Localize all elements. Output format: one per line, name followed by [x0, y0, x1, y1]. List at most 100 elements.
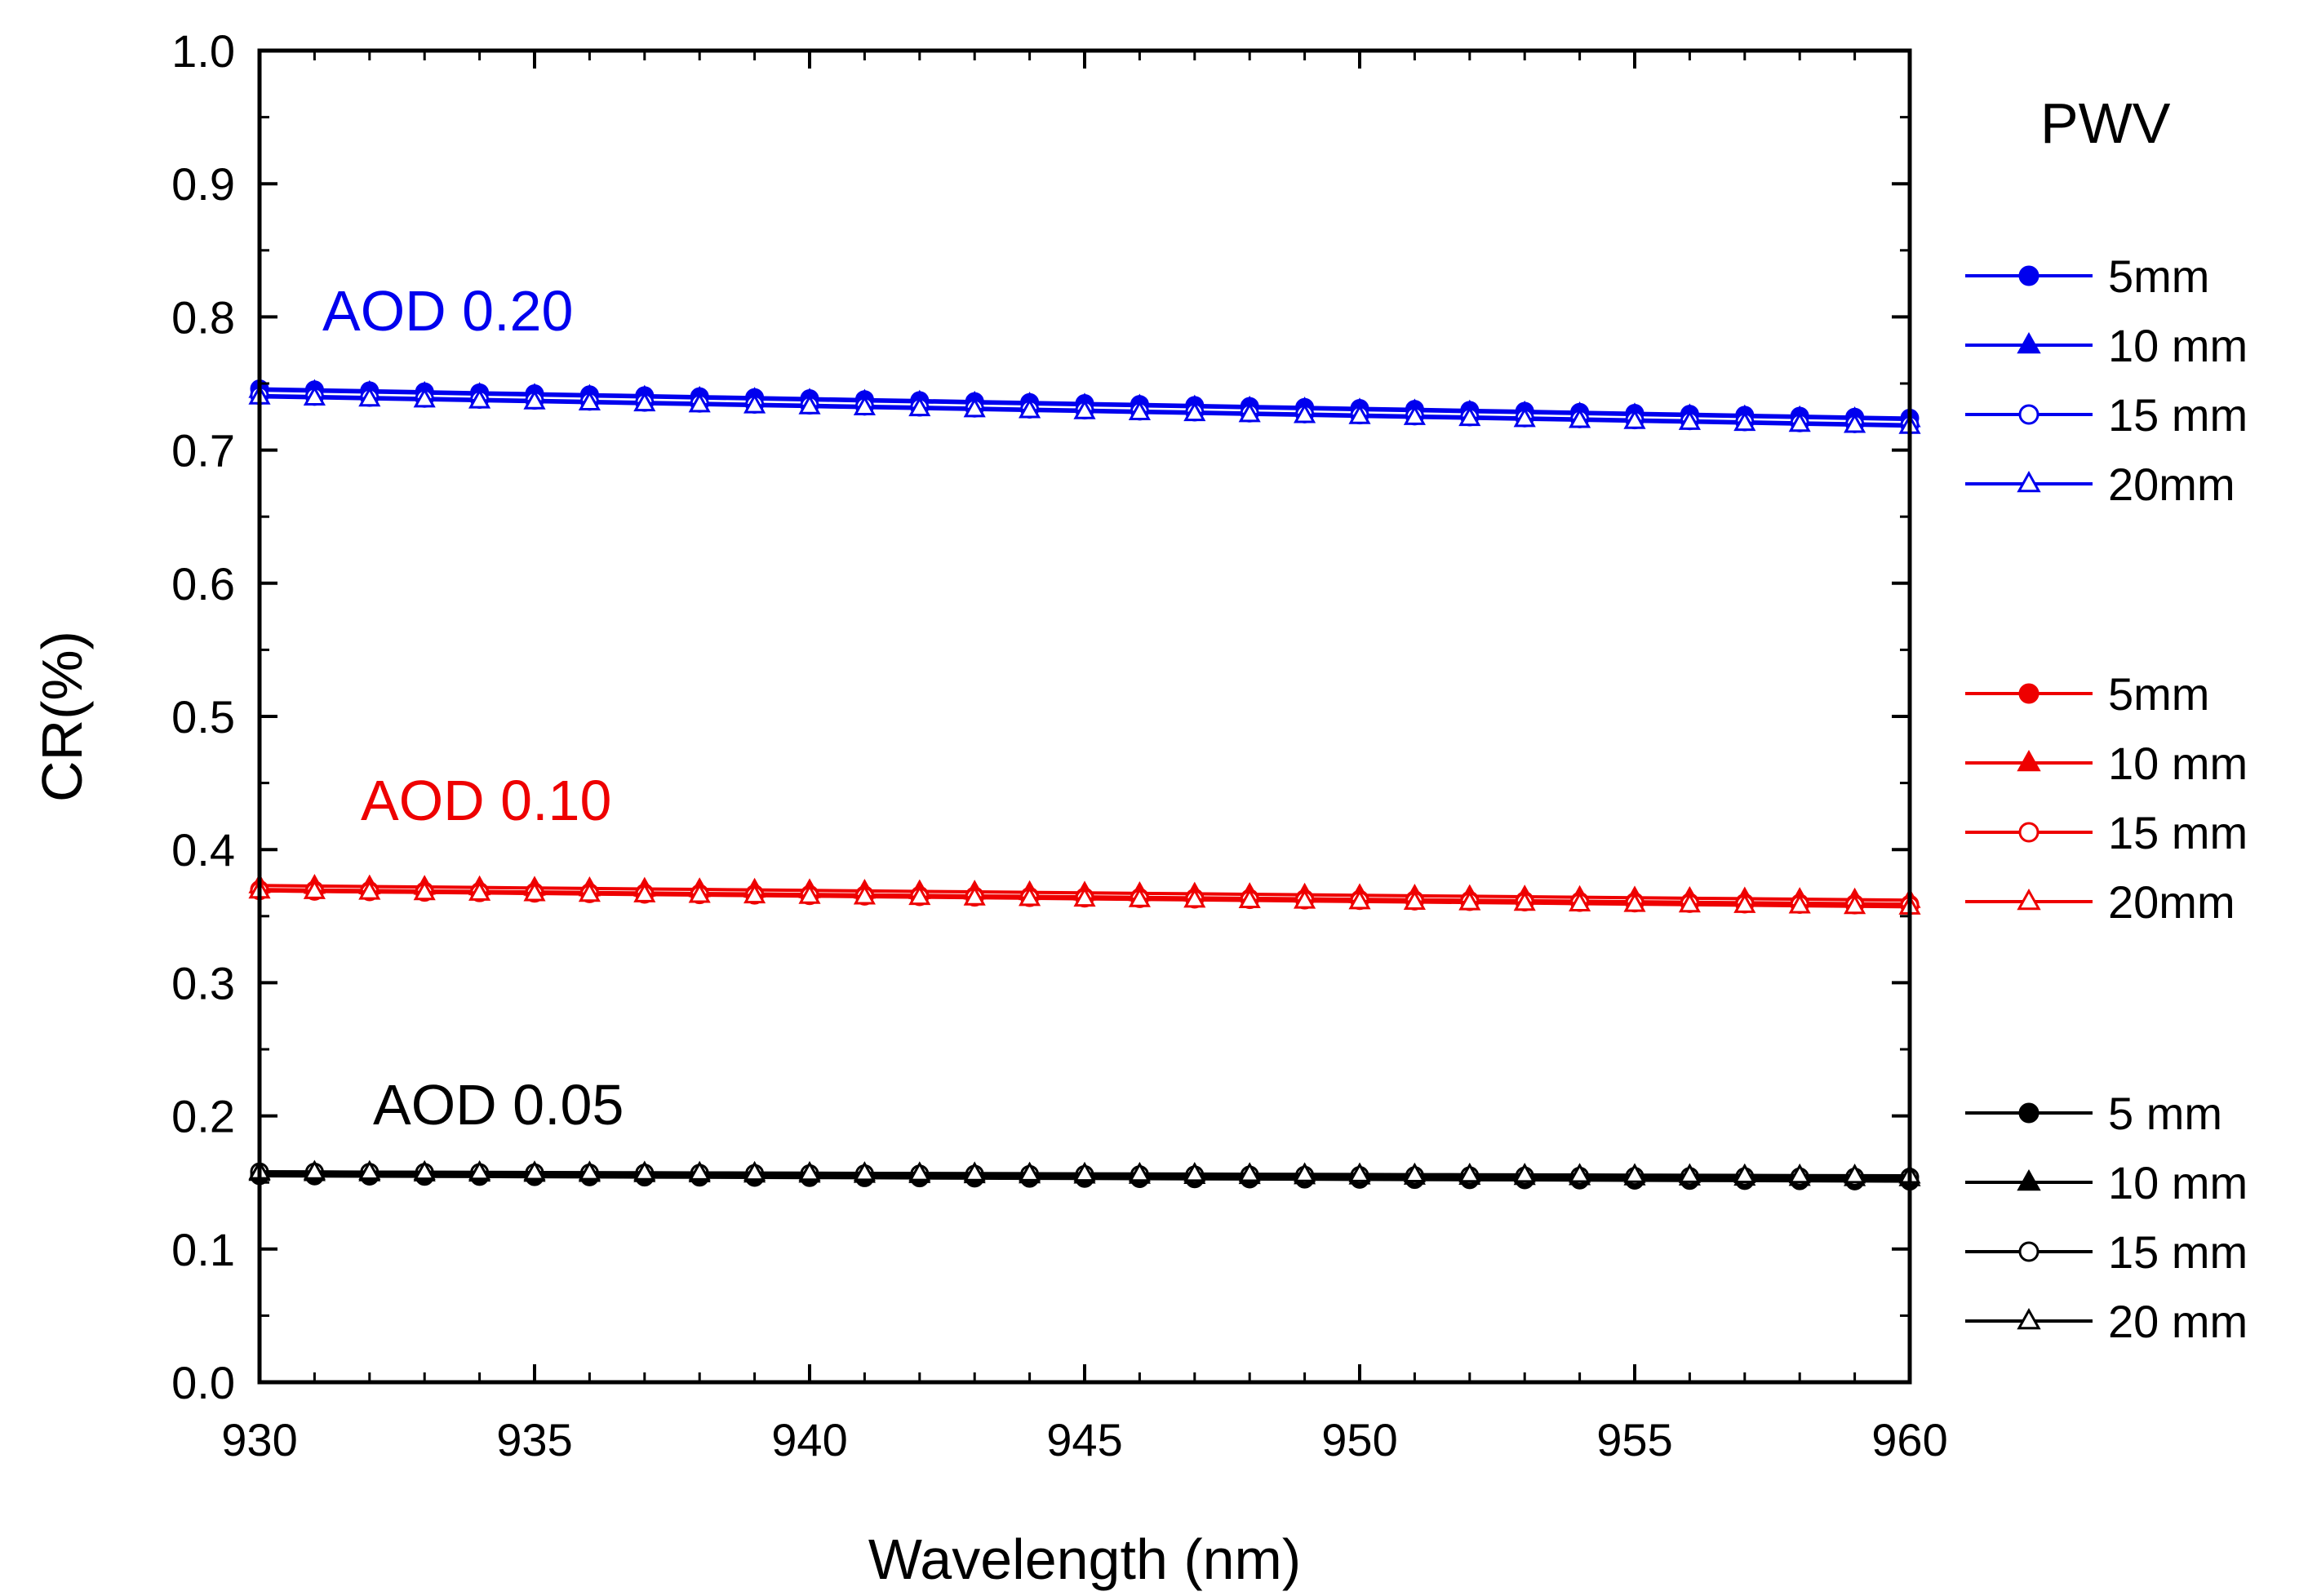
data-point	[963, 397, 986, 418]
data-point	[1569, 1163, 1591, 1183]
plot-frame	[257, 48, 1912, 1385]
legend-label: 15 mm	[2108, 389, 2248, 441]
y-axis-title: CR(%)	[30, 631, 94, 802]
data-point	[1238, 888, 1261, 909]
data-point	[1458, 890, 1481, 911]
data-point	[523, 389, 546, 410]
data-point	[578, 1160, 601, 1181]
data-point	[578, 390, 601, 410]
legend-marker	[2018, 1102, 2039, 1124]
y-tick-label: 1.0	[171, 25, 235, 77]
data-point	[1844, 413, 1866, 433]
data-point	[1458, 406, 1481, 427]
y-tick-label: 0.2	[171, 1091, 235, 1142]
x-tick-label: 940	[771, 1414, 847, 1465]
legend-item: 5mm	[1965, 250, 2209, 302]
data-point	[413, 880, 436, 901]
data-point	[468, 880, 491, 901]
data-point	[1513, 890, 1536, 911]
data-point	[743, 393, 766, 414]
data-point	[853, 395, 876, 415]
data-point	[1788, 1163, 1811, 1184]
data-point	[1513, 406, 1536, 428]
y-tick-label: 0.7	[171, 425, 235, 477]
data-point	[1513, 1163, 1536, 1183]
data-point	[1844, 1164, 1866, 1184]
group-label-aod-020: AOD 0.20	[322, 279, 573, 343]
data-point	[1844, 893, 1866, 915]
legend: 5mm 10 mm 15 mm 20mm 5mm 10 mm 15 mm 20mm 5 mm 10…	[1965, 250, 2248, 1347]
data-point	[853, 884, 876, 905]
data-point	[1458, 1162, 1481, 1183]
data-point	[1569, 408, 1591, 428]
legend-label: 20 mm	[2108, 1296, 2248, 1347]
data-point	[1238, 402, 1261, 423]
legend-marker	[2018, 822, 2039, 843]
legend-marker	[2017, 888, 2041, 911]
y-tick-label: 0.8	[171, 291, 235, 343]
data-point	[1128, 400, 1151, 420]
data-point	[358, 880, 381, 900]
data-point	[633, 882, 656, 902]
legend-label: 10 mm	[2108, 738, 2248, 789]
legend-item: 5mm	[1965, 668, 2209, 720]
x-tick-label: 930	[221, 1414, 297, 1465]
legend-marker	[2018, 1241, 2039, 1262]
group-label-aod-010: AOD 0.10	[361, 769, 611, 832]
data-point	[1403, 889, 1426, 910]
data-point	[1128, 887, 1151, 907]
data-point	[1294, 1162, 1316, 1182]
data-point	[1678, 1163, 1701, 1183]
legend-label: 15 mm	[2108, 807, 2248, 858]
legend-label: 15 mm	[2108, 1226, 2248, 1278]
y-tick-label: 0.5	[171, 691, 235, 743]
data-point	[1238, 1162, 1261, 1182]
legend-marker	[2017, 1307, 2041, 1330]
group-label-aod-005: AOD 0.05	[373, 1073, 624, 1137]
y-tick-label: 0.4	[171, 824, 235, 876]
data-point	[1733, 410, 1756, 432]
legend-item: 5 mm	[1965, 1088, 2222, 1139]
data-point	[1183, 401, 1206, 422]
y-tick-label: 0.9	[171, 158, 235, 210]
data-point	[1733, 893, 1756, 913]
data-point	[1128, 1161, 1151, 1182]
data-point	[1348, 404, 1371, 424]
data-point	[1623, 409, 1646, 429]
data-point	[743, 883, 766, 904]
legend-item: 20mm	[1965, 459, 2235, 510]
legend-item: 10 mm	[1965, 320, 2248, 371]
data-point	[1019, 398, 1041, 419]
data-point	[1073, 1161, 1096, 1182]
data-point	[1403, 1162, 1426, 1183]
legend-label: 10 mm	[2108, 1157, 2248, 1208]
legend-marker	[2018, 265, 2039, 286]
data-point	[1623, 1163, 1646, 1183]
data-point	[1623, 892, 1646, 912]
data-point	[1019, 886, 1041, 907]
data-point	[1073, 399, 1096, 419]
data-point	[413, 1159, 436, 1181]
data-point	[1294, 403, 1316, 423]
data-point	[688, 883, 711, 903]
data-point	[1403, 405, 1426, 425]
legend-title: PWV	[2040, 91, 2171, 155]
data-point	[303, 385, 326, 406]
data-point	[1019, 1161, 1041, 1181]
legend-marker	[2017, 470, 2041, 493]
ticks-layer: 930 935 940 945 950 955 960 0.0 0.1 0.2 0.3 0.4 0.5 0…	[171, 25, 1948, 1465]
x-tick-label: 955	[1596, 1414, 1672, 1465]
legend-marker	[2018, 683, 2039, 704]
data-point	[908, 884, 931, 906]
y-tick-label: 0.1	[171, 1224, 235, 1275]
legend-label: 5mm	[2108, 250, 2209, 302]
series-aod010-20mm	[248, 878, 1921, 915]
data-point	[688, 392, 711, 413]
legend-marker	[2017, 749, 2041, 772]
data-point	[523, 881, 546, 902]
data-point	[413, 388, 436, 408]
series-aod005-20mm	[248, 1159, 1921, 1184]
data-point	[1183, 888, 1206, 908]
data-point	[523, 1160, 546, 1181]
